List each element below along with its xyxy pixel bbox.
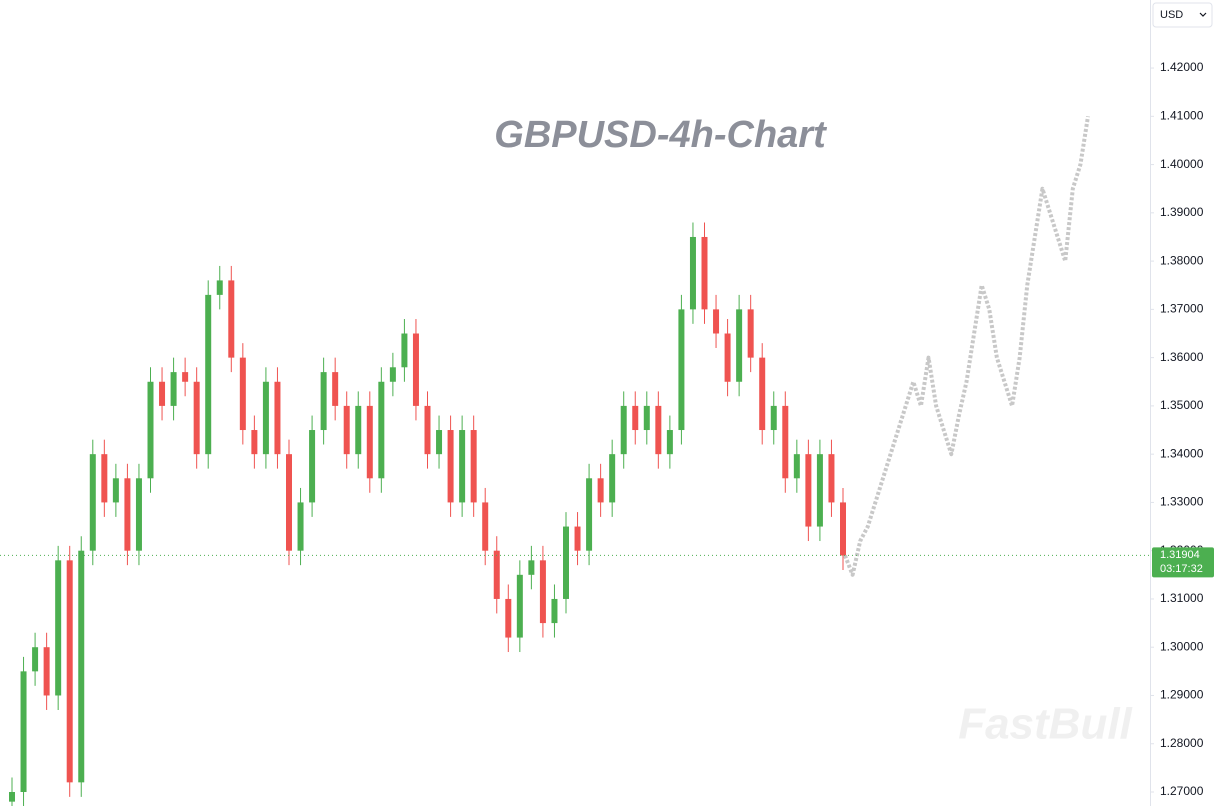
candle-body [366, 405, 373, 479]
candle-body [689, 236, 696, 310]
candle-body [747, 309, 754, 358]
candle-body [216, 280, 223, 295]
candle-body [89, 454, 96, 551]
candle-body [112, 478, 119, 503]
candle-body [343, 405, 350, 455]
candle-body [505, 598, 512, 638]
y-tick-label: 1.35000 [1160, 398, 1204, 412]
y-tick-label: 1.28000 [1160, 736, 1204, 750]
watermark: FastBull [958, 700, 1132, 749]
candle-body [78, 550, 85, 783]
candle-body [643, 405, 650, 431]
candle-body [470, 430, 477, 503]
candle-body [828, 454, 835, 503]
y-tick-label: 1.33000 [1160, 495, 1204, 509]
y-tick-label: 1.30000 [1160, 639, 1204, 653]
y-tick-label: 1.38000 [1160, 253, 1204, 267]
candle-body [493, 550, 500, 599]
candle-body [563, 526, 569, 599]
candle-body [609, 454, 616, 503]
candle-body [840, 502, 846, 556]
candle-body [816, 454, 823, 527]
y-tick-label: 1.29000 [1160, 688, 1204, 702]
y-tick-label: 1.27000 [1160, 784, 1204, 798]
candle-body [539, 560, 546, 624]
currency-label: USD [1160, 9, 1183, 21]
candle-body [793, 454, 800, 479]
candle-body [436, 430, 443, 455]
candle-body [297, 502, 304, 551]
candle-body [424, 405, 431, 455]
candle-body [43, 647, 50, 696]
projection-line [843, 116, 1090, 577]
y-tick-label: 1.39000 [1160, 205, 1204, 219]
candle-body [655, 405, 662, 455]
candle-body [124, 478, 131, 551]
candle-body [147, 381, 154, 479]
candle-body [101, 454, 108, 503]
candle-body [713, 309, 720, 334]
candle-body [586, 478, 593, 551]
candle-body [574, 526, 581, 551]
candle-body [666, 430, 673, 455]
candle-body [459, 430, 466, 503]
candle-body [159, 381, 166, 406]
candle-body [170, 372, 177, 406]
candle-body [782, 405, 789, 479]
candle-body [759, 357, 766, 431]
candle-body [66, 560, 73, 783]
y-tick-label: 1.41000 [1160, 108, 1204, 122]
countdown-label: 03:17:32 [1160, 563, 1203, 575]
candle-body [724, 333, 731, 382]
candle-body [412, 333, 419, 406]
candle-body [228, 280, 235, 358]
candle-body [678, 309, 685, 431]
candle-body [482, 502, 489, 551]
candle-body [447, 430, 454, 503]
candle-body [205, 294, 212, 455]
candle-body [620, 405, 627, 455]
candle-body [135, 478, 142, 551]
candle-body [632, 405, 639, 431]
y-tick-label: 1.36000 [1160, 350, 1204, 364]
candle-body [736, 309, 743, 382]
candle-body [355, 405, 362, 455]
last-price-box [1152, 547, 1214, 578]
y-tick-label: 1.31000 [1160, 591, 1204, 605]
candle-body [286, 454, 292, 551]
candle-body [32, 647, 39, 672]
currency-select[interactable] [1152, 2, 1213, 28]
candle-body [516, 574, 523, 638]
candle-body [182, 372, 189, 382]
y-tick-label: 1.42000 [1160, 60, 1204, 74]
candle-body [239, 357, 246, 431]
candle-body [193, 381, 200, 455]
y-tick-label: 1.40000 [1160, 157, 1204, 171]
candle-body [401, 333, 408, 368]
candle-body [528, 560, 535, 575]
candle-body [251, 430, 258, 455]
candle-body [805, 454, 812, 527]
candle-body [320, 372, 327, 431]
y-tick-label: 1.34000 [1160, 446, 1204, 460]
candle-body [332, 372, 339, 406]
candle-body [20, 671, 27, 793]
candle-body [378, 381, 385, 479]
last-price-label: 1.31904 [1160, 549, 1200, 561]
chart-title: GBPUSD-4h-Chart [494, 114, 827, 156]
candle-body [9, 792, 15, 802]
candle-body [274, 381, 281, 455]
candle-body [309, 430, 316, 503]
candle-body [262, 381, 269, 455]
candle-body [597, 478, 604, 503]
candle-body [701, 236, 708, 310]
candle-body [55, 560, 62, 696]
candle-body [551, 598, 558, 624]
dropdown-arrow [1199, 12, 1207, 17]
candle-body [389, 367, 396, 382]
y-tick-label: 1.37000 [1160, 302, 1204, 316]
candle-body [770, 405, 777, 431]
